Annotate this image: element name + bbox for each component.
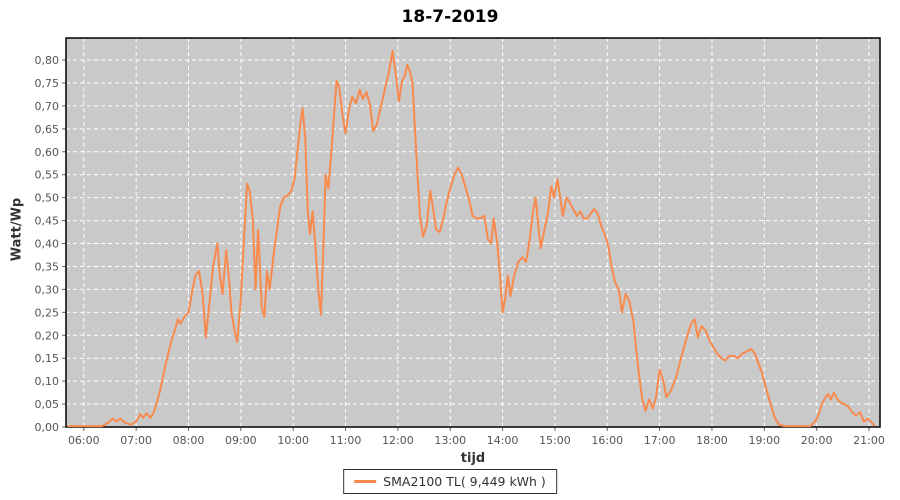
x-tick-label: 18:00 <box>696 434 728 447</box>
legend-series-label: SMA2100 TL( 9,449 kWh ) <box>383 474 546 489</box>
y-tick-label: 0,30 <box>35 283 60 296</box>
x-tick-label: 16:00 <box>591 434 623 447</box>
series-line <box>67 49 876 428</box>
x-tick-label: 09:00 <box>225 434 257 447</box>
y-tick-label: 0,40 <box>35 238 60 251</box>
x-tick-label: 07:00 <box>120 434 152 447</box>
legend: SMA2100 TL( 9,449 kWh ) <box>343 469 557 494</box>
y-tick-label: 0,80 <box>35 54 60 67</box>
legend-line-swatch <box>354 480 377 483</box>
x-tick-label: 19:00 <box>748 434 780 447</box>
x-tick-label: 14:00 <box>487 434 519 447</box>
x-tick-label: 11:00 <box>330 434 362 447</box>
y-tick-label: 0,45 <box>35 215 60 228</box>
y-tick-label: 0,15 <box>35 352 60 365</box>
x-tick-label: 12:00 <box>382 434 414 447</box>
y-tick-label: 0,55 <box>35 169 60 182</box>
y-axis-title: Watt/Wp <box>9 197 25 262</box>
y-tick-label: 0,25 <box>35 306 60 319</box>
y-tick-label: 0,05 <box>35 398 60 411</box>
plot-border <box>65 37 881 428</box>
plot-background <box>66 38 880 427</box>
y-tick-label: 0,65 <box>35 123 60 136</box>
y-tick-label: 0,00 <box>35 421 60 434</box>
x-tick-label: 21:00 <box>853 434 885 447</box>
x-tick-label: 13:00 <box>434 434 466 447</box>
x-tick-label: 17:00 <box>644 434 676 447</box>
y-tick-label: 0,20 <box>35 329 60 342</box>
y-tick-label: 0,70 <box>35 100 60 113</box>
x-tick-label: 06:00 <box>68 434 100 447</box>
y-tick-label: 0,50 <box>35 192 60 205</box>
x-tick-label: 20:00 <box>801 434 833 447</box>
chart-title: 18-7-2019 <box>401 7 499 27</box>
y-tick-label: 0,60 <box>35 146 60 159</box>
x-tick-label: 10:00 <box>277 434 309 447</box>
x-tick-label: 08:00 <box>173 434 205 447</box>
x-axis-title: tijd <box>460 451 486 466</box>
x-tick-label: 15:00 <box>539 434 571 447</box>
y-tick-label: 0,35 <box>35 260 60 273</box>
y-tick-label: 0,75 <box>35 77 60 90</box>
y-tick-label: 0,10 <box>35 375 60 388</box>
